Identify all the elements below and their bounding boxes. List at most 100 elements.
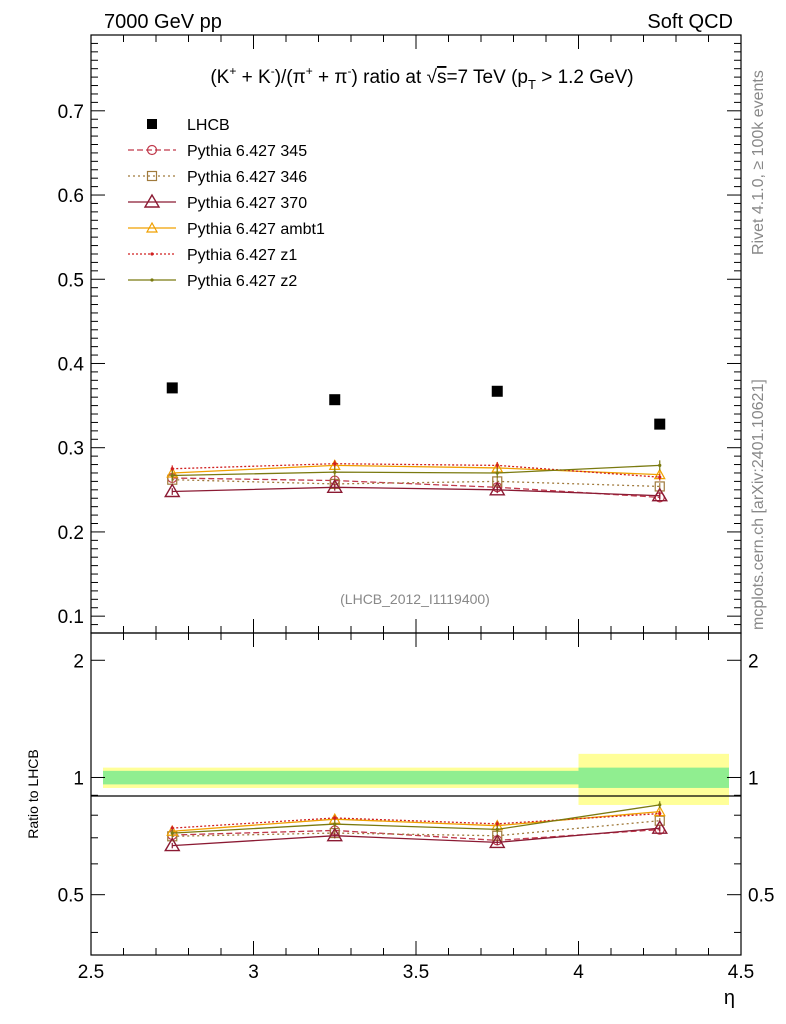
series-marker [146,144,158,156]
series-marker [333,470,337,474]
data-points-group [166,382,666,430]
ratio-y-tick-label: 2 [73,651,84,672]
series-marker [333,462,337,466]
series-marker [164,483,181,498]
ratio-band-stat [578,767,729,788]
main-panel: 0.10.20.30.40.50.60.7 (K+ + K-)/(π+ + π-… [58,34,742,634]
title-k: (K [210,67,229,88]
analysis-id: (LHCB_2012_I1119400) [340,591,490,607]
main-axis-ticks: 0.1 0.2 0.3 0.4 0.5 0.6 0.7 [58,35,742,634]
title-km: - [271,64,275,78]
header-left: 7000 GeV pp [104,11,222,33]
title-slash: )/(π [275,67,306,88]
series-marker [489,834,506,849]
title-plus1: + K [236,67,271,88]
title-sqrt: √ [427,67,438,88]
series-marker [170,467,174,471]
series-line [172,477,660,499]
series-marker [658,475,662,479]
series-marker [654,481,665,492]
title-ptsub: T [528,77,536,92]
ratio-series-group [164,801,668,852]
series-marker [658,811,662,816]
y-tick-label: 0.3 [58,439,84,460]
x-tick-label: 3 [248,962,259,983]
series-marker [170,831,174,835]
ratio-y-tick-label-right: 2 [748,651,759,672]
legend-label: Pythia 6.427 z1 [187,247,297,264]
series-marker [495,822,499,826]
ratio-uncertainty-bands [103,753,729,805]
y-tick-label: 0.6 [58,186,84,207]
y-tick-label: 0.5 [58,270,84,291]
series-marker [150,252,154,256]
x-tick-label: 4.5 [728,962,754,983]
series-marker [326,478,343,493]
series-marker [170,473,174,478]
ratio-series-line [172,812,660,829]
ratio-axis-ticks: 0.5 0.5 1 1 2 2 [58,633,774,955]
series-marker [170,826,174,830]
series-marker [145,221,159,233]
chart-title: (K+ + K-)/(π+ + π-) ratio at √s=7 TeV (p… [210,64,633,92]
series-marker [495,471,499,475]
ratio-y-tick-label: 0.5 [58,886,84,907]
legend-label-data: LHCB [187,117,230,134]
data-point [329,394,341,406]
series-marker [326,827,343,842]
legend-label: Pythia 6.427 z2 [187,273,297,290]
header-right: Soft QCD [647,11,733,33]
series-marker [489,481,506,496]
series-marker [658,463,662,467]
ratio-y-tick-label-right: 0.5 [748,886,774,907]
y-tick-label: 0.4 [58,354,85,375]
y-tick-label: 0.1 [58,607,84,628]
ratio-y-tick-label: 1 [73,768,84,789]
legend-label: Pythia 6.427 ambt1 [187,221,325,238]
data-point [166,382,178,394]
ratio-series-line [172,810,660,832]
x-axis-label: η [724,987,735,1009]
ratio-panel: 0.5 0.5 1 1 2 2 Ratio to LHCB [25,632,774,956]
series-line [172,479,660,488]
ratio-band-stat [103,770,254,785]
main-series-group [164,459,668,503]
rivet-label: Rivet 4.1.0, ≥ 100k events [750,70,767,255]
data-point [654,418,666,430]
title-pip: + [306,64,313,78]
series-marker [143,193,161,208]
title-cut: > 1.2 GeV) [536,67,634,88]
x-tick-labels: 2.5 3 3.5 4 4.5 [78,962,754,983]
series-marker [658,803,662,807]
ratio-ylabel: Ratio to LHCB [25,749,41,838]
series-line [172,463,660,478]
x-tick-label: 2.5 [78,962,104,983]
ratio-frame [90,632,742,956]
legend-label: Pythia 6.427 370 [187,195,307,212]
series-marker [164,837,181,852]
series-line [172,464,660,476]
ratio-series-line [172,820,660,837]
ratio-band-stat [253,770,416,785]
data-point [491,385,503,397]
series-marker [333,816,337,820]
title-s: s [437,67,447,88]
title-plus2: + π [313,67,348,88]
title-kp: + [229,64,236,78]
ratio-y-tick-label-right: 1 [748,768,759,789]
y-tick-label: 0.7 [58,102,84,123]
series-marker [651,819,668,834]
ratio-band-stat [416,770,579,785]
legend-label: Pythia 6.427 345 [187,143,307,160]
x-tick-label: 4 [573,962,584,983]
series-marker [651,487,668,502]
series-marker [495,827,499,831]
y-tick-label: 0.2 [58,523,84,544]
x-tick-label: 3.5 [403,962,429,983]
title-ratio: ) ratio at [352,67,427,88]
series-line [172,486,660,497]
series-marker [333,822,337,826]
title-energy: =7 TeV (p [446,67,528,88]
ratio-series-line [172,804,660,834]
